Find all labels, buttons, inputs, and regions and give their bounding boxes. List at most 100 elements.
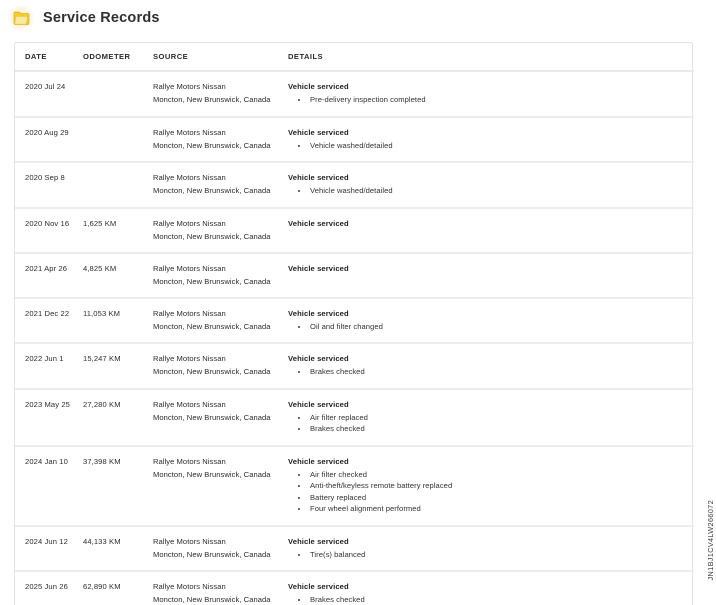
details-list: Brakes checked <box>288 366 686 378</box>
details-list: Pre-delivery inspection completed <box>288 94 686 106</box>
source-name: Rallye Motors Nissan <box>153 536 226 546</box>
cell-date: 2020 Jul 24 <box>15 71 79 118</box>
cell-odometer <box>79 116 149 164</box>
cell-source: Rallye Motors Nissan Moncton, New Brunswi… <box>149 525 284 573</box>
source-location: Moncton, New Brunswick, Canada <box>153 276 271 286</box>
details-list-item: Anti-theft/keyless remote battery replac… <box>288 480 686 492</box>
details-list-item: Pre-delivery inspection completed <box>288 94 686 106</box>
details-list: Vehicle washed/detailed <box>288 185 686 197</box>
details-list: Oil and filter changed <box>288 321 686 333</box>
cell-details: Vehicle serviced Pre-delivery inspection … <box>284 71 694 118</box>
cell-odometer: 11,053 KM <box>79 297 149 345</box>
details-title: Vehicle serviced <box>288 308 349 318</box>
details-list: Vehicle washed/detailed <box>288 140 686 152</box>
details-list-item: Air filter checked <box>288 469 686 481</box>
source-name: Rallye Motors Nissan <box>153 218 226 228</box>
details-title: Vehicle serviced <box>288 263 349 273</box>
table-row: 2021 Dec 22 11,053 KM Rallye Motors Nissan… <box>15 297 694 345</box>
cell-details: Vehicle serviced Brakes checkedBrake flui… <box>284 571 694 605</box>
details-list-item: Battery replaced <box>288 492 686 504</box>
source-name: Rallye Motors Nissan <box>153 456 226 466</box>
source-location: Moncton, New Brunswick, Canada <box>153 549 271 559</box>
details-list-item: Four wheel alignment performed <box>288 503 686 515</box>
details-title: Vehicle serviced <box>288 582 349 592</box>
details-list-item: Air filter replaced <box>288 412 686 424</box>
source-name: Rallye Motors Nissan <box>153 582 226 592</box>
cell-details: Vehicle serviced Air filter checked Anti-t… <box>284 445 694 527</box>
cell-source: Rallye Motors Nissan Moncton, New Brunswi… <box>149 445 284 527</box>
cell-date: 2022 Jun 1 <box>15 343 79 390</box>
cell-details: Vehicle serviced Oil and filter changed <box>284 297 694 345</box>
details-title: Vehicle serviced <box>288 82 349 91</box>
source-location: Moncton, New Brunswick, Canada <box>153 595 271 605</box>
vin-watermark: JN1BJ1CV4LW266072 <box>706 500 715 581</box>
cell-odometer: 1,625 KM <box>79 207 149 254</box>
cell-details: Vehicle serviced Vehicle washed/detailed <box>284 162 694 209</box>
details-list: Air filter replaced Brakes checked <box>288 412 686 435</box>
table-header: DATE ODOMETER SOURCE DETAILS <box>15 43 694 72</box>
table-row: 2024 Jun 12 44,133 KM Rallye Motors Nissan… <box>15 525 694 573</box>
cell-date: 2020 Sep 8 <box>15 162 79 209</box>
source-location: Moncton, New Brunswick, Canada <box>153 321 271 331</box>
service-records-table: DATE ODOMETER SOURCE DETAILS 2020 Jul 24… <box>15 43 694 605</box>
source-name: Rallye Motors Nissan <box>153 173 226 183</box>
source-location: Moncton, New Brunswick, Canada <box>153 412 271 422</box>
table-row: 2024 Jan 10 37,398 KM Rallye Motors Nissan… <box>15 445 694 527</box>
table-row: 2023 May 25 27,280 KM Rallye Motors Nissan… <box>15 388 694 447</box>
cell-details: Vehicle serviced <box>284 207 694 254</box>
source-location: Moncton, New Brunswick, Canada <box>153 186 271 196</box>
details-title: Vehicle serviced <box>288 354 349 364</box>
cell-date: 2021 Dec 22 <box>15 297 79 345</box>
details-list-item: Tire(s) balanced <box>288 549 686 561</box>
cell-odometer: 4,825 KM <box>79 252 149 299</box>
cell-details: Vehicle serviced Brakes checked <box>284 343 694 390</box>
table-row: 2022 Jun 1 15,247 KM Rallye Motors Nissan M… <box>15 343 694 390</box>
cell-odometer: 44,133 KM <box>79 525 149 573</box>
folder-document-icon <box>8 5 34 31</box>
cell-odometer <box>79 71 149 118</box>
table-row: 2020 Sep 8 Rallye Motors Nissan Moncton, N… <box>15 162 694 209</box>
details-list-item: Vehicle washed/detailed <box>288 140 686 152</box>
cell-odometer <box>79 162 149 209</box>
details-list: Brakes checkedBrake fluid flushed/change… <box>288 594 686 605</box>
column-header-details: DETAILS <box>284 43 694 72</box>
details-title: Vehicle serviced <box>288 399 349 409</box>
cell-odometer: 15,247 KM <box>79 343 149 390</box>
cell-date: 2024 Jun 12 <box>15 525 79 573</box>
details-list-item: Brakes checked <box>288 423 686 435</box>
details-list-item: Brakes checked <box>288 594 686 605</box>
cell-source: Rallye Motors Nissan Moncton, New Brunswi… <box>149 297 284 345</box>
cell-source: Rallye Motors Nissan Moncton, New Brunswi… <box>149 71 284 118</box>
cell-source: Rallye Motors Nissan Moncton, New Brunswi… <box>149 207 284 254</box>
source-name: Rallye Motors Nissan <box>153 127 226 137</box>
cell-date: 2020 Nov 16 <box>15 207 79 254</box>
details-title: Vehicle serviced <box>288 127 349 137</box>
cell-details: Vehicle serviced Vehicle washed/detailed <box>284 116 694 164</box>
cell-odometer: 27,280 KM <box>79 388 149 447</box>
column-header-source: SOURCE <box>149 43 284 72</box>
service-records-table-container: DATE ODOMETER SOURCE DETAILS 2020 Jul 24… <box>14 42 694 605</box>
details-list-item: Oil and filter changed <box>288 321 686 333</box>
details-title: Vehicle serviced <box>288 536 349 546</box>
source-location: Moncton, New Brunswick, Canada <box>153 469 271 479</box>
details-list-item: Brakes checked <box>288 366 686 378</box>
column-header-odometer: ODOMETER <box>79 43 149 72</box>
page-title: Service Records <box>43 10 160 26</box>
details-title: Vehicle serviced <box>288 456 349 466</box>
table-header-row: DATE ODOMETER SOURCE DETAILS <box>15 43 694 72</box>
column-header-date: DATE <box>15 43 79 72</box>
details-list: Air filter checked Anti-theft/keyless rem… <box>288 469 686 515</box>
cell-details: Vehicle serviced <box>284 252 694 299</box>
cell-odometer: 62,890 KM <box>79 571 149 605</box>
source-name: Rallye Motors Nissan <box>153 354 226 364</box>
cell-date: 2021 Apr 26 <box>15 252 79 299</box>
cell-date: 2024 Jan 10 <box>15 445 79 527</box>
cell-source: Rallye Motors Nissan Moncton, New Brunswi… <box>149 343 284 390</box>
cell-source: Rallye Motors Nissan Moncton, New Brunswi… <box>149 116 284 164</box>
cell-details: Vehicle serviced Air filter replaced Brake… <box>284 388 694 447</box>
details-list-item: Vehicle washed/detailed <box>288 185 686 197</box>
cell-date: 2025 Jun 26 <box>15 571 79 605</box>
details-list: Tire(s) balanced <box>288 549 686 561</box>
table-row: 2021 Apr 26 4,825 KM Rallye Motors Nissan M… <box>15 252 694 299</box>
table-body: 2020 Jul 24 Rallye Motors Nissan Moncton, … <box>15 71 694 605</box>
